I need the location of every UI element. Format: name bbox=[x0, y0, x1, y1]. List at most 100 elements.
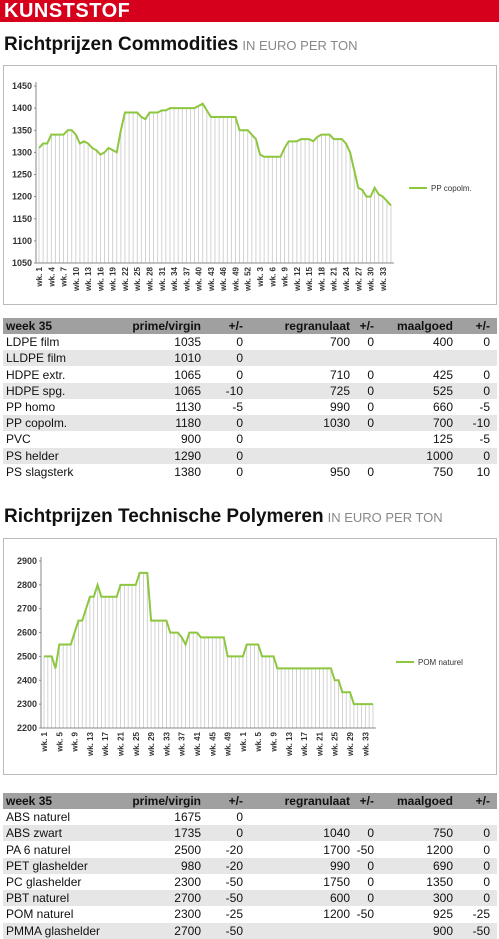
row-label: PA 6 naturel bbox=[6, 842, 71, 857]
cell-value: 660 bbox=[432, 400, 453, 414]
cell-value: 1675 bbox=[174, 810, 201, 825]
y-tick-label: 2300 bbox=[17, 699, 37, 709]
x-tick-label: wk. 28 bbox=[146, 266, 155, 292]
x-tick-label: wk. 10 bbox=[72, 266, 81, 292]
cell-value: 925 bbox=[432, 907, 453, 922]
cell-value: 0 bbox=[367, 464, 374, 479]
x-tick-label: wk. 5 bbox=[55, 731, 64, 752]
table-row: PET glashelder 980 -20 990 0 690 0 bbox=[3, 857, 497, 874]
x-tick-label: wk. 9 bbox=[281, 266, 290, 287]
cell-value: -25 bbox=[472, 907, 490, 922]
cell-value: -20 bbox=[225, 842, 243, 857]
x-tick-label: wk. 29 bbox=[147, 731, 156, 757]
cell-value: 0 bbox=[483, 335, 490, 350]
y-tick-label: 2500 bbox=[17, 651, 37, 661]
cell-value: 990 bbox=[329, 400, 350, 414]
cell-value: 400 bbox=[432, 335, 453, 350]
cell-value: 0 bbox=[367, 826, 374, 841]
cell-value: 900 bbox=[432, 923, 453, 938]
header: KUNSTSTOF bbox=[0, 0, 499, 22]
cell-value: 2700 bbox=[174, 923, 201, 938]
title-text: Richtprijzen Commodities bbox=[4, 34, 239, 55]
x-tick-label: wk. 30 bbox=[367, 266, 376, 292]
cell-value: 1010 bbox=[174, 351, 201, 366]
cell-value: 0 bbox=[236, 826, 243, 841]
x-tick-label: wk. 33 bbox=[379, 266, 388, 292]
x-tick-label: wk. 24 bbox=[342, 266, 351, 292]
cell-value: -5 bbox=[232, 400, 243, 414]
cell-value: 0 bbox=[483, 891, 490, 906]
x-tick-label: wk. 34 bbox=[170, 266, 179, 292]
x-tick-label: wk. 5 bbox=[254, 731, 263, 752]
x-tick-label: wk. 33 bbox=[162, 731, 171, 757]
column-header: +/- bbox=[228, 794, 243, 808]
x-tick-label: wk. 21 bbox=[330, 266, 339, 292]
cell-value: -20 bbox=[225, 858, 243, 873]
x-tick-label: wk. 45 bbox=[208, 731, 217, 757]
header-row: week 35 prime/virgin +/- regranulaat +/- maal… bbox=[3, 793, 497, 809]
section-title: Richtprijzen Technische Polymeren IN EURO… bbox=[4, 506, 443, 528]
cell-value: -50 bbox=[472, 923, 490, 938]
unit: IN EURO PER TON bbox=[242, 38, 358, 53]
cell-value: 750 bbox=[432, 826, 453, 841]
x-tick-label: wk. 13 bbox=[86, 731, 95, 757]
cell-value: 0 bbox=[483, 858, 490, 873]
y-tick-label: 1400 bbox=[12, 103, 32, 113]
row-label: PC glashelder bbox=[6, 875, 82, 889]
x-tick-label: wk. 1 bbox=[35, 266, 44, 287]
x-tick-label: wk. 9 bbox=[71, 731, 80, 752]
x-tick-label: wk. 21 bbox=[315, 731, 324, 757]
cell-value: 0 bbox=[483, 842, 490, 857]
row-label: PS helder bbox=[6, 448, 59, 463]
table-row: HDPE spg. 1065 -10 725 0 525 0 bbox=[3, 382, 497, 399]
x-tick-label: wk. 27 bbox=[354, 266, 363, 292]
y-tick-label: 1200 bbox=[12, 192, 32, 202]
cell-value: 0 bbox=[367, 383, 374, 398]
chart: 2200 2300 2400 2500 2600 2700 2800 2900 POM natu… bbox=[3, 538, 497, 775]
cell-value: 1700 bbox=[323, 842, 350, 857]
row-label: ABS zwart bbox=[6, 826, 63, 841]
table-row: PC glashelder 2300 -50 1750 0 1350 0 bbox=[3, 874, 497, 890]
section-title: Richtprijzen Commodities IN EURO PER TON bbox=[4, 34, 357, 56]
cell-value: -50 bbox=[356, 907, 374, 922]
y-tick-label: 1350 bbox=[12, 125, 32, 135]
table-row: PA 6 naturel 2500 -20 1700 -50 1200 0 bbox=[3, 841, 497, 858]
cell-value: 0 bbox=[367, 335, 374, 350]
x-tick-label: wk. 12 bbox=[293, 266, 302, 292]
cell-value: 0 bbox=[483, 448, 490, 463]
x-tick-label: wk. 25 bbox=[133, 266, 142, 292]
cell-value: -5 bbox=[479, 432, 490, 447]
cell-value: 2300 bbox=[174, 875, 201, 889]
cell-value: 2300 bbox=[174, 907, 201, 922]
table-row: ABS naturel 1675 0 bbox=[3, 809, 497, 826]
table-row: LDPE film 1035 0 700 0 400 0 bbox=[3, 334, 497, 351]
cell-value: 1290 bbox=[174, 448, 201, 463]
table: week 35 prime/virgin +/- regranulaat +/- maal… bbox=[0, 793, 499, 939]
cell-value: 0 bbox=[236, 416, 243, 431]
x-tick-label: wk. 49 bbox=[231, 266, 240, 292]
column-header: +/- bbox=[359, 794, 374, 808]
cell-value: 1065 bbox=[174, 367, 201, 382]
x-tick-label: wk. 46 bbox=[219, 266, 228, 292]
cell-value: 1035 bbox=[174, 335, 201, 350]
x-tick-label: wk. 22 bbox=[121, 266, 130, 292]
cell-value: 750 bbox=[432, 464, 453, 479]
column-header: +/- bbox=[475, 319, 490, 333]
table-row: ABS zwart 1735 0 1040 0 750 0 bbox=[3, 825, 497, 842]
cell-value: 1030 bbox=[323, 416, 350, 431]
cell-value: 1200 bbox=[323, 907, 350, 922]
cell-value: -50 bbox=[356, 842, 374, 857]
cell-value: 700 bbox=[432, 416, 453, 431]
y-tick-label: 1100 bbox=[12, 236, 32, 246]
x-tick-label: wk. 41 bbox=[193, 731, 202, 757]
cell-value: 1000 bbox=[426, 448, 453, 463]
cell-value: -5 bbox=[479, 400, 490, 414]
x-tick-label: wk. 3 bbox=[256, 266, 265, 287]
x-tick-label: wk. 52 bbox=[244, 266, 253, 292]
x-tick-label: wk. 13 bbox=[84, 266, 93, 292]
column-header: +/- bbox=[475, 794, 490, 808]
column-header: maalgoed bbox=[396, 319, 453, 333]
cell-value: 0 bbox=[236, 351, 243, 366]
y-tick-label: 2400 bbox=[17, 675, 37, 685]
row-label: LDPE film bbox=[6, 335, 60, 350]
